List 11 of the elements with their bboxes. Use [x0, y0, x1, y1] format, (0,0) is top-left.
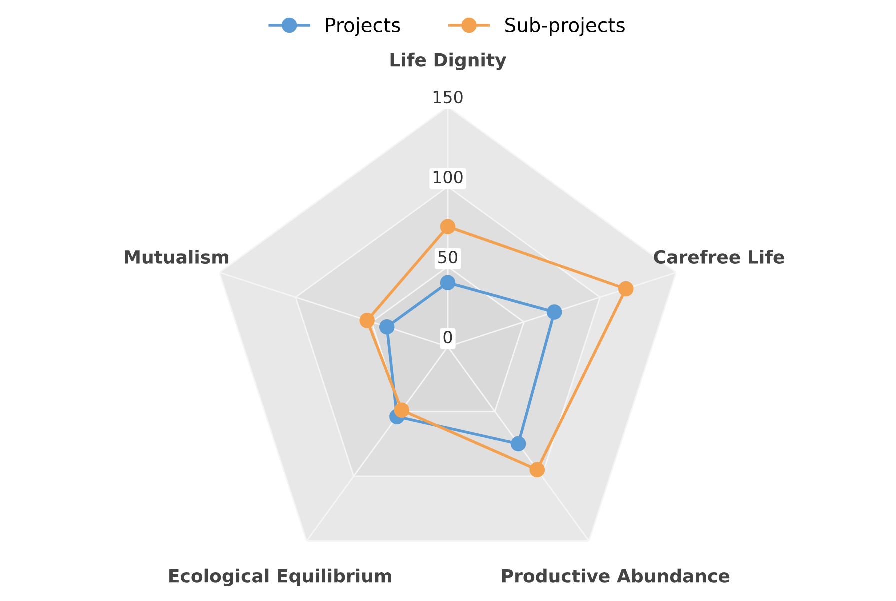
spoke-label: Ecological Equilibrium [170, 568, 392, 586]
spoke-label: Carefree Life [654, 250, 784, 264]
y-tick-label: 0 [444, 331, 452, 344]
spoke-label: Productive Abundance [502, 568, 730, 583]
legend-label: Sub-projects [506, 18, 625, 36]
spoke-label: Mutualism [125, 250, 229, 264]
legend-label: Projects [326, 18, 400, 36]
spoke-label: Life Dignity [390, 52, 506, 70]
y-tick-label: 50 [438, 251, 458, 264]
y-tick-label: 100 [434, 170, 463, 184]
y-tick-label: 150 [434, 90, 463, 104]
